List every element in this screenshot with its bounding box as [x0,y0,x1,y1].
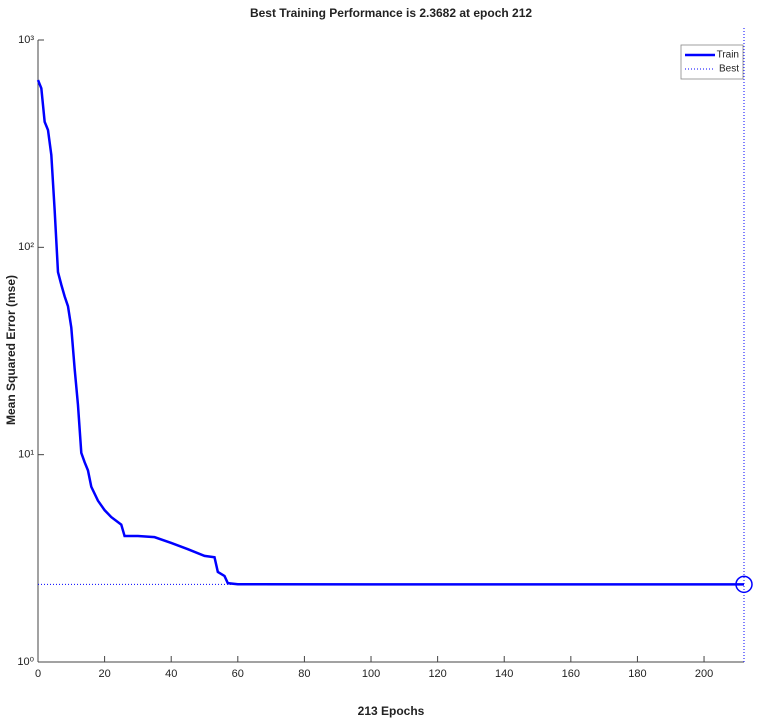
y-tick-label: 10³ [18,34,34,46]
x-tick-label: 40 [165,668,177,680]
x-tick-label: 0 [35,668,41,680]
x-tick-label: 60 [232,668,244,680]
y-axis-label: Mean Squared Error (mse) [4,275,18,425]
x-tick-label: 140 [495,668,513,680]
x-tick-label: 160 [562,668,580,680]
x-tick-label: 120 [428,668,446,680]
y-tick-label: 10⁰ [17,656,34,668]
x-tick-label: 200 [695,668,713,680]
legend-label: Train [717,50,739,61]
x-tick-label: 80 [298,668,310,680]
best-marker [735,575,753,594]
y-tick-label: 10² [18,241,34,253]
x-tick-label: 20 [98,668,110,680]
y-tick-label: 10¹ [18,449,34,461]
x-tick-label: 100 [362,668,380,680]
series-line [36,79,744,586]
legend-box [680,44,744,80]
x-tick-label: 180 [628,668,646,680]
x-axis-label: 213 Epochs [358,704,425,718]
chart-title: Best Training Performance is 2.3682 at e… [250,6,532,20]
legend-label: Best [719,64,739,75]
